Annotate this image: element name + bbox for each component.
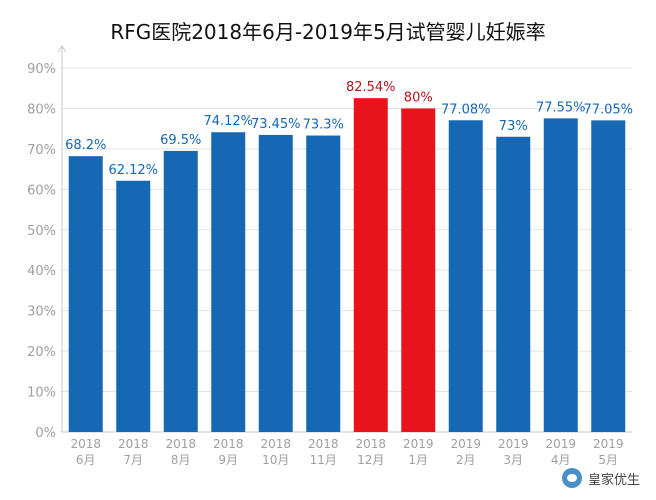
x-tick-label-year: 2018 [355, 437, 386, 451]
wechat-icon [561, 468, 582, 488]
x-tick-label-month: 7月 [123, 453, 143, 467]
x-tick-label-month: 12月 [357, 453, 384, 467]
bar [306, 135, 341, 432]
watermark: 皇家优生 [561, 468, 640, 488]
x-tick-label-year: 2019 [403, 437, 434, 451]
x-tick-label-year: 2018 [213, 437, 244, 451]
x-tick-label-month: 5月 [598, 453, 618, 467]
bar [68, 156, 103, 432]
data-label: 62.12% [108, 163, 158, 178]
x-tick-label-month: 2月 [456, 453, 476, 467]
bar [543, 118, 578, 432]
y-tick-label: 20% [27, 345, 56, 360]
bar [401, 108, 436, 432]
y-axis-arrow [57, 45, 67, 53]
x-tick-label-month: 10月 [262, 453, 289, 467]
bar [448, 120, 483, 433]
x-tick-label-year: 2018 [118, 437, 149, 451]
data-label: 77.55% [536, 100, 586, 115]
data-label: 73.3% [303, 118, 344, 133]
x-tick-label-year: 2019 [545, 437, 576, 451]
data-label: 73% [499, 119, 528, 134]
data-label: 80% [404, 90, 433, 105]
chart-title: RFG医院2018年6月-2019年5月试管婴儿妊娠率 [110, 20, 546, 44]
y-tick-label: 10% [27, 386, 56, 401]
y-tick-label: 50% [27, 224, 56, 239]
x-tick-label-month: 4月 [551, 453, 571, 467]
x-tick-label-year: 2018 [260, 437, 291, 451]
data-label: 77.05% [583, 102, 633, 117]
x-tick-label-year: 2018 [165, 437, 196, 451]
bar [163, 150, 198, 432]
y-tick-label: 90% [27, 62, 56, 77]
watermark-text: 皇家优生 [587, 472, 640, 488]
x-tick-label-month: 1月 [408, 453, 428, 467]
bar [353, 98, 388, 432]
y-tick-label: 40% [27, 264, 56, 279]
x-tick-label-month: 6月 [76, 453, 96, 467]
bar [116, 180, 151, 432]
x-tick-label-year: 2019 [498, 437, 529, 451]
x-tick-label-year: 2018 [70, 437, 101, 451]
data-label: 77.08% [441, 102, 491, 117]
data-label: 68.2% [65, 138, 106, 153]
x-tick-label-month: 11月 [310, 453, 337, 467]
data-label: 82.54% [346, 80, 396, 95]
y-tick-label: 0% [35, 426, 56, 441]
x-tick-label-month: 3月 [503, 453, 523, 467]
y-tick-label: 70% [27, 143, 56, 158]
x-tick-label-month: 9月 [218, 453, 238, 467]
bar [591, 120, 626, 433]
data-label: 73.45% [251, 117, 301, 132]
bar [258, 134, 293, 433]
y-tick-label: 60% [27, 183, 56, 198]
data-label: 69.5% [160, 133, 201, 148]
y-tick-label: 30% [27, 305, 56, 320]
bar [211, 132, 246, 433]
x-tick-label-year: 2018 [308, 437, 339, 451]
x-tick-label-year: 2019 [593, 437, 624, 451]
data-label: 74.12% [203, 114, 253, 129]
bar [496, 136, 531, 432]
y-tick-label: 80% [27, 102, 56, 117]
x-tick-label-month: 8月 [171, 453, 191, 467]
x-tick-label-year: 2019 [450, 437, 481, 451]
